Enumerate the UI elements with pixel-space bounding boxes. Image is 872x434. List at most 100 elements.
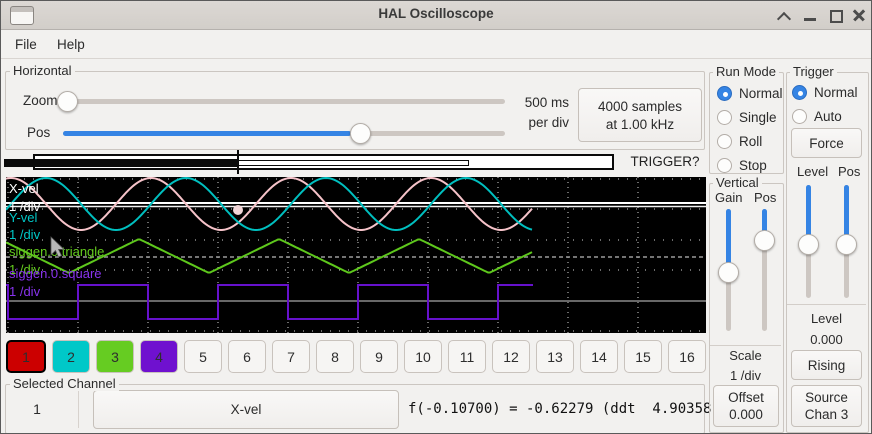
time-per-div-value: 500 ms per div — [524, 95, 569, 130]
channel-button-8[interactable]: 8 — [316, 340, 354, 373]
menu-file[interactable]: File — [15, 37, 37, 52]
chevron-up-icon — [776, 11, 792, 27]
trigger-level-slider-handle[interactable] — [798, 234, 819, 255]
vertical-pos-slider-fill — [762, 209, 767, 241]
channel-button-11[interactable]: 11 — [448, 340, 486, 373]
pretrigger-bar — [4, 159, 238, 167]
trigger-frame-separator — [787, 304, 866, 305]
trigger-pos-slider-fill — [844, 185, 849, 245]
run-mode-option-stop[interactable]: Stop — [717, 153, 781, 177]
trace-siggen.0.square — [6, 284, 533, 320]
trigger-status-label: TRIGGER? — [630, 154, 700, 169]
channel-button-row: 1 2 3 4 5 6 7 8 9 10 11 12 13 14 15 16 — [6, 340, 706, 373]
minimize-button[interactable] — [798, 1, 822, 29]
trigger-level-column-label: Level — [797, 164, 829, 179]
maximize-icon — [830, 10, 843, 23]
menu-help[interactable]: Help — [57, 37, 85, 52]
scope-label-channel-4: siggen.0.square — [9, 266, 102, 281]
zoom-slider-handle[interactable] — [57, 91, 78, 112]
radio-selected-icon — [717, 85, 732, 101]
gain-slider-handle[interactable] — [718, 262, 739, 283]
run-mode-option-roll[interactable]: Roll — [717, 129, 781, 153]
vertical-pos-slider-track[interactable] — [762, 209, 767, 331]
selected-channel-divider — [78, 389, 79, 428]
trigger-mode-option-label: Normal — [814, 84, 858, 100]
horizontal-frame — [5, 71, 705, 150]
trigger-pos-slider-handle[interactable] — [836, 234, 857, 255]
title-bar: HAL Oscilloscope — [1, 1, 871, 30]
trace-siggen.0.triangle — [6, 238, 533, 274]
vertical-scale-caption: Scale — [729, 348, 762, 363]
pos-slider-label: Pos — [27, 125, 51, 140]
maximize-button[interactable] — [823, 1, 847, 29]
channel-button-9[interactable]: 9 — [360, 340, 398, 373]
radio-unselected-icon — [717, 157, 732, 173]
run-mode-option-single[interactable]: Single — [717, 105, 781, 129]
scope-scale-label-channel-2: 1 /div — [9, 227, 41, 242]
trace-X-vel — [6, 177, 533, 231]
app-icon — [10, 6, 34, 25]
scope-label-channel-1: X-vel — [9, 181, 39, 196]
trigger-mode-option-label: Auto — [814, 108, 842, 124]
pos-slider-handle[interactable] — [350, 123, 371, 144]
close-button[interactable] — [847, 1, 871, 29]
vertical-frame-separator — [710, 345, 781, 346]
trigger-source-button[interactable]: Source Chan 3 — [791, 385, 862, 427]
channel-button-14[interactable]: 14 — [580, 340, 618, 373]
channel-button-13[interactable]: 13 — [536, 340, 574, 373]
trigger-pos-column-label: Pos — [838, 164, 861, 179]
trigger-mode-option-auto[interactable]: Auto — [792, 104, 864, 128]
gain-slider-fill — [726, 209, 731, 273]
vertical-pos-slider-handle[interactable] — [754, 230, 775, 251]
radio-unselected-icon — [717, 109, 732, 125]
channel-button-15[interactable]: 15 — [624, 340, 662, 373]
trace-Y-vel — [6, 177, 533, 232]
vertical-scale-value: 1 /div — [729, 368, 762, 383]
run-mode-option-label: Single — [739, 109, 777, 125]
channel-source-button[interactable]: X-vel — [93, 390, 399, 429]
channel-button-10[interactable]: 10 — [404, 340, 442, 373]
mouse-cursor — [50, 236, 65, 258]
vertical-pos-slider-label: Pos — [754, 190, 777, 205]
scope-label-channel-2: Y-vel — [9, 210, 38, 225]
channel-button-5[interactable]: 5 — [184, 340, 222, 373]
channel-button-6[interactable]: 6 — [228, 340, 266, 373]
trigger-mode-radio-group: Normal Auto — [792, 80, 864, 128]
minimize-icon — [804, 18, 816, 21]
posttrigger-bar — [238, 160, 469, 166]
zoom-slider-track[interactable] — [57, 99, 505, 104]
channel-button-16[interactable]: 16 — [668, 340, 706, 373]
offset-button[interactable]: Offset 0.000 — [713, 385, 779, 427]
force-trigger-button[interactable]: Force — [791, 128, 862, 158]
zoom-slider-label: Zoom — [23, 93, 58, 108]
window-title: HAL Oscilloscope — [378, 6, 494, 21]
channel-button-7[interactable]: 7 — [272, 340, 310, 373]
radio-unselected-icon — [792, 108, 807, 124]
trigger-mode-option-normal[interactable]: Normal — [792, 80, 864, 104]
selected-channel-frame-label: Selected Channel — [10, 376, 119, 391]
trigger-frame-label: Trigger — [790, 64, 837, 79]
menu-bar: File Help — [1, 29, 871, 59]
vertical-frame-label: Vertical — [713, 175, 762, 190]
scope-scale-label-channel-3: 1 /div — [9, 262, 41, 277]
run-mode-frame-label: Run Mode — [713, 64, 779, 79]
gain-slider-label: Gain — [715, 190, 743, 205]
channel-button-2[interactable]: 2 — [52, 340, 90, 373]
channel-button-1[interactable]: 1 — [6, 340, 46, 373]
channel-value-readout: f(-0.10700) = -0.62279 (ddt 4.90358) — [408, 401, 720, 417]
trigger-level-caption: Level — [810, 311, 843, 326]
run-mode-radio-group: Normal Single Roll Stop — [717, 81, 783, 177]
channel-button-12[interactable]: 12 — [492, 340, 530, 373]
trigger-edge-button[interactable]: Rising — [791, 350, 862, 380]
shade-window-button[interactable] — [772, 1, 796, 29]
samples-button[interactable]: 4000 samples at 1.00 kHz — [578, 88, 702, 142]
channel-button-4[interactable]: 4 — [140, 340, 178, 373]
scope-scale-label-channel-1: 1 /div — [9, 199, 41, 214]
trigger-position-line — [237, 150, 239, 174]
channel-button-3[interactable]: 3 — [96, 340, 134, 373]
selected-channel-number: 1 — [33, 401, 41, 417]
run-mode-option-normal[interactable]: Normal — [717, 81, 783, 105]
